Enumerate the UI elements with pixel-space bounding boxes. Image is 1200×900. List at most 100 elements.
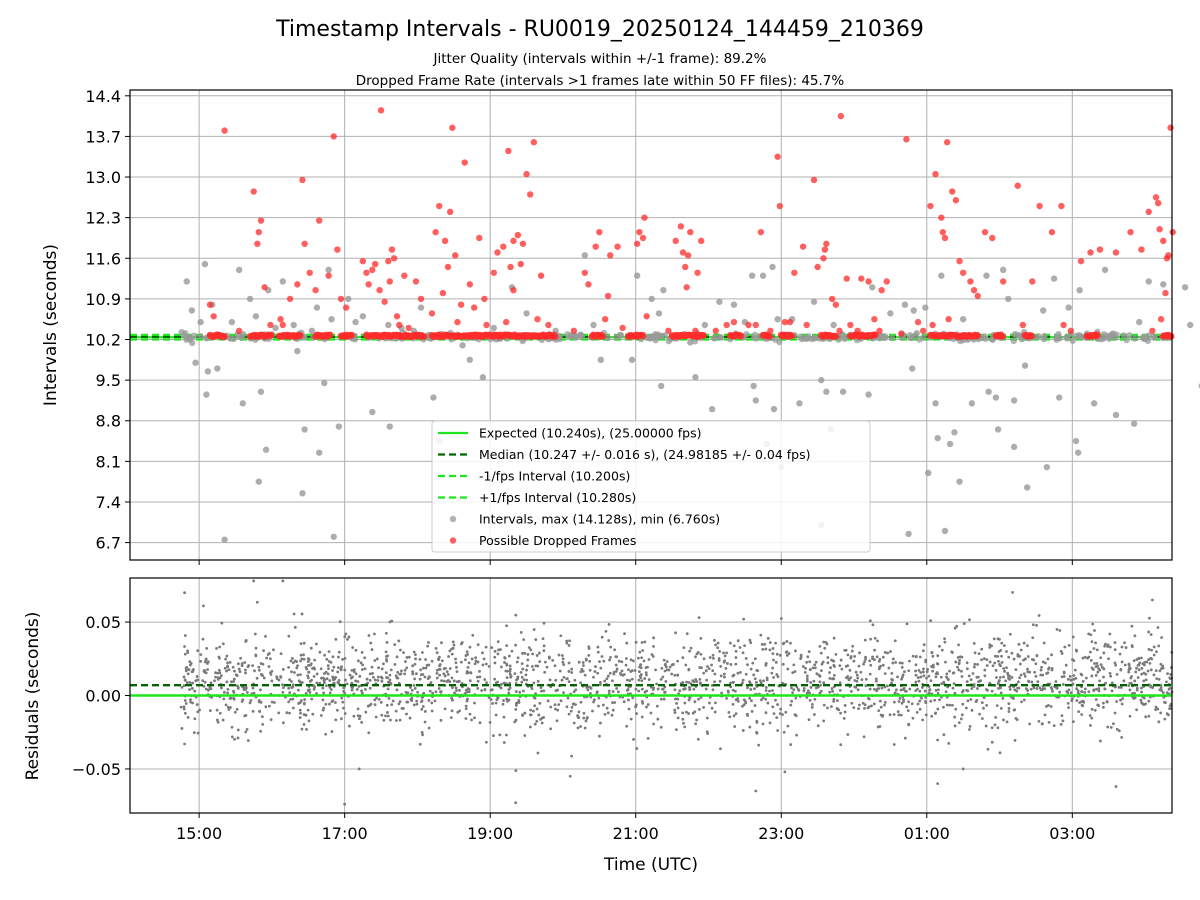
residual-point [1033, 670, 1037, 674]
residual-point [839, 711, 842, 715]
residual-point [487, 696, 491, 699]
residual-point [1156, 626, 1160, 629]
residual-point [395, 655, 399, 659]
residual-point [504, 669, 508, 673]
residual-point [790, 686, 793, 690]
residual-point [270, 679, 274, 683]
residual-point [313, 658, 317, 662]
residual-point [473, 701, 476, 705]
dropped-frame-point [757, 228, 765, 236]
residual-point [334, 718, 338, 722]
dropped-frame-point [1167, 124, 1174, 131]
dropped-frame-point [537, 272, 545, 279]
dropped-frame-point [601, 315, 609, 323]
residual-point [553, 703, 557, 707]
residual-point [907, 700, 911, 704]
residual-point [699, 682, 702, 686]
residual-point [514, 708, 518, 711]
residual-point [1012, 708, 1016, 712]
residual-point [451, 640, 455, 644]
residual-point [628, 679, 632, 682]
residual-point [499, 648, 502, 651]
residual-point [855, 679, 859, 683]
residual-point [811, 666, 815, 670]
residual-point [645, 689, 648, 693]
dropped-frame-point [510, 286, 517, 294]
dropped-frame-point [299, 176, 306, 184]
residual-point [674, 697, 677, 701]
residual-point [1034, 662, 1038, 666]
residual-point [437, 667, 441, 671]
residual-point [535, 719, 539, 723]
residual-point [853, 685, 857, 689]
residual-point [394, 719, 398, 722]
residual-point [823, 646, 827, 650]
residual-point [597, 704, 600, 708]
interval-point [1053, 336, 1060, 343]
interval-point [938, 272, 945, 279]
residual-point [293, 659, 297, 663]
dropped-frame-point [1154, 199, 1162, 207]
residual-point [318, 681, 322, 685]
residual-point [257, 665, 261, 669]
residual-point [921, 649, 925, 653]
residual-point [269, 671, 272, 675]
residual-point [644, 671, 648, 675]
residual-point [734, 656, 738, 659]
residual-point [1069, 678, 1073, 682]
residual-point [1130, 644, 1134, 647]
residual-point [521, 714, 524, 717]
interval-point [633, 272, 641, 279]
residual-point [739, 670, 742, 674]
residual-point [953, 724, 957, 728]
residual-point [936, 782, 940, 786]
residual-point [352, 714, 356, 718]
residual-point [748, 638, 752, 642]
residual-point [816, 724, 820, 728]
residual-point [240, 700, 244, 703]
residual-point [1090, 640, 1094, 644]
residual-point [811, 702, 814, 706]
residual-point [341, 700, 345, 704]
residual-point [713, 672, 717, 676]
residual-point [803, 671, 807, 674]
residual-point [287, 634, 291, 638]
residual-point [716, 646, 720, 650]
residual-point [896, 710, 900, 714]
residual-point [312, 675, 316, 678]
residual-point [229, 680, 233, 684]
residual-point [468, 679, 472, 683]
residual-point [357, 684, 361, 688]
residual-point [968, 728, 971, 731]
residual-point [1152, 645, 1156, 649]
residual-point [369, 702, 373, 706]
dropped-frame-point [476, 234, 483, 242]
residual-point [956, 656, 960, 659]
interval-point [869, 284, 876, 291]
residual-point [950, 650, 954, 654]
residual-point [1018, 662, 1022, 666]
residual-point [939, 675, 943, 679]
interval-point [830, 321, 837, 329]
residual-point [775, 673, 779, 676]
interval-point [1023, 484, 1031, 491]
residual-point [481, 651, 484, 655]
residual-point [323, 678, 327, 682]
residual-point [843, 710, 847, 714]
residual-point [574, 688, 578, 692]
residual-point [1008, 677, 1012, 681]
dropped-frame-point [386, 278, 393, 285]
residual-point [230, 735, 234, 739]
dropped-frame-point [348, 331, 355, 339]
residual-point [583, 726, 587, 730]
residual-point [607, 689, 611, 693]
residual-point [468, 712, 472, 716]
residual-point [608, 658, 611, 662]
residual-point [725, 696, 728, 700]
residual-point [805, 674, 809, 678]
residual-point [828, 671, 831, 674]
residual-point [1022, 698, 1026, 702]
residual-point [877, 687, 881, 690]
dropped-frame-point [684, 252, 692, 259]
dropped-frame-point [381, 298, 388, 305]
